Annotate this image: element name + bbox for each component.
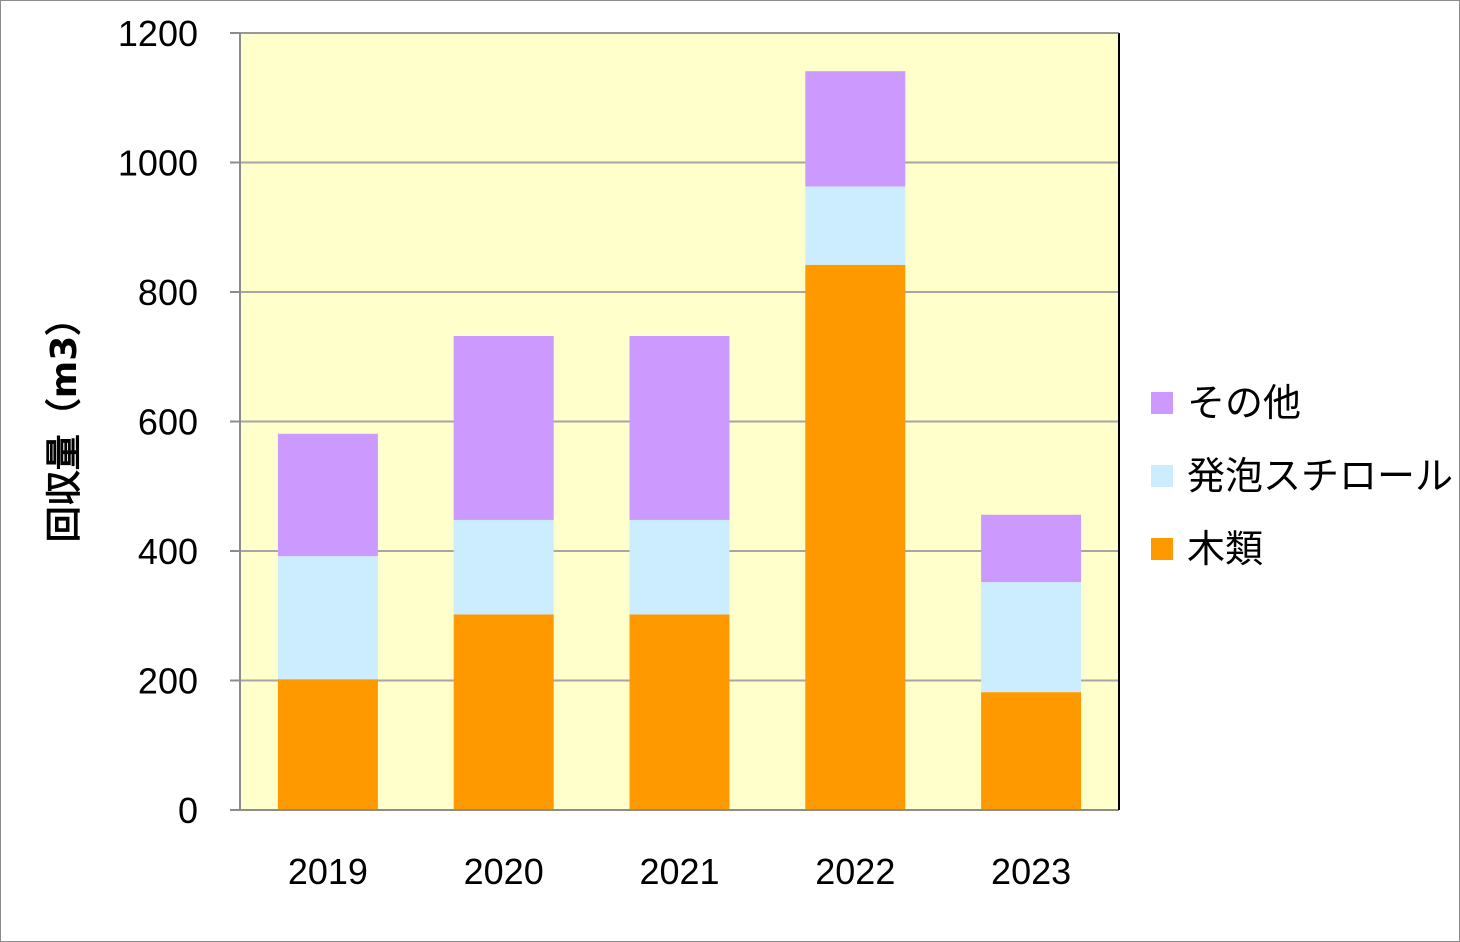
y-tick-label: 600 (138, 402, 198, 443)
x-tick-label: 2019 (288, 851, 368, 892)
bar-segment (277, 679, 378, 810)
bar-segment (805, 264, 906, 810)
legend-label: 木類 (1187, 527, 1263, 571)
x-tick-label: 2022 (815, 851, 895, 892)
x-tick-labels: 2019 2020 2021 2022 2023 (288, 851, 1071, 892)
legend-swatch (1151, 392, 1173, 414)
bars (277, 71, 1082, 810)
y-tick-label: 1200 (118, 13, 198, 54)
bar-segment (805, 71, 906, 187)
legend-swatch (1151, 465, 1173, 487)
y-axis-label: 回収量（m3） (44, 300, 85, 543)
bar-segment (453, 336, 554, 520)
bar-segment (805, 186, 906, 265)
bar-segment (277, 556, 378, 680)
legend-label: 発泡スチロール (1187, 454, 1453, 498)
x-tick-label: 2021 (639, 851, 719, 892)
bar-segment (981, 514, 1082, 583)
y-tick-labels: 0 200 400 600 800 1000 1200 (118, 13, 198, 831)
y-tick-label: 400 (138, 531, 198, 572)
bar-segment (981, 692, 1082, 810)
x-tick-label: 2020 (464, 851, 544, 892)
legend-label: その他 (1187, 381, 1301, 425)
legend-swatch (1151, 538, 1173, 560)
y-tick-label: 200 (138, 661, 198, 702)
y-tick-label: 800 (138, 272, 198, 313)
bar-segment (629, 614, 730, 810)
bar-segment (453, 519, 554, 615)
bar-segment (277, 433, 378, 557)
x-tick-label: 2023 (991, 851, 1071, 892)
y-tick-label: 1000 (118, 143, 198, 184)
axes (230, 32, 1120, 811)
bar-segment (453, 614, 554, 810)
bar-segment (981, 582, 1082, 693)
y-tick-label: 0 (178, 790, 198, 831)
bar-segment (629, 336, 730, 520)
bar-segment (629, 519, 730, 615)
